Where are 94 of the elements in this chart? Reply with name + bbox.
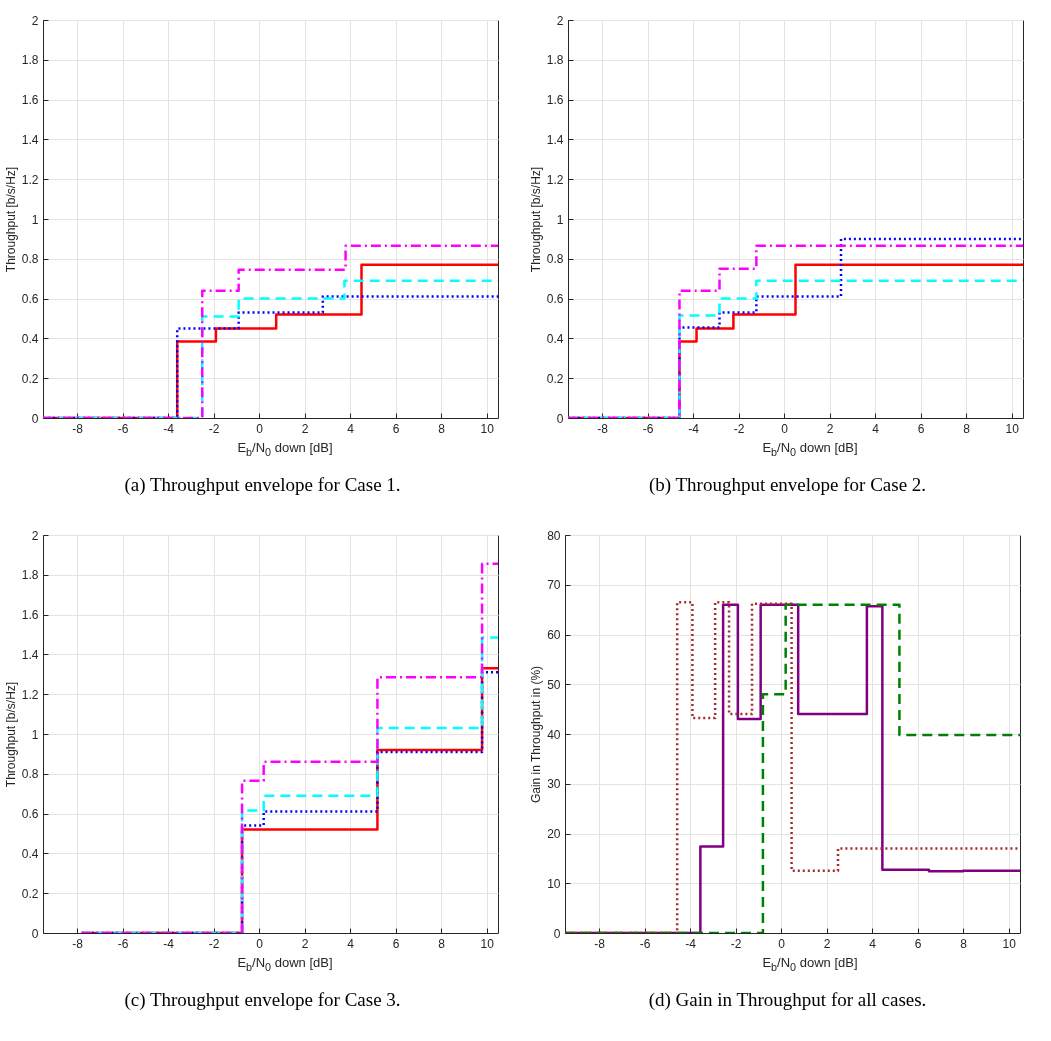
y-tick-label: 40 xyxy=(547,727,561,742)
x-tick-label: -8 xyxy=(594,936,606,951)
y-tick-label: 1.8 xyxy=(21,568,39,583)
x-tick-label: 8 xyxy=(963,421,971,436)
x-tick-label: -8 xyxy=(72,421,84,436)
x-tick-label: -4 xyxy=(688,421,700,436)
x-tick-label: 6 xyxy=(917,421,925,436)
x-tick-label: 10 xyxy=(480,421,495,436)
y-axis-title: Gain in Throughput in (%) xyxy=(529,665,544,804)
y-tick-label: 1.4 xyxy=(21,647,39,662)
x-tick-label: -6 xyxy=(642,421,654,436)
y-tick-label: 0.4 xyxy=(21,331,39,346)
y-tick-label: 50 xyxy=(547,677,561,692)
x-tick-label: 10 xyxy=(1005,421,1020,436)
x-tick-label: -8 xyxy=(72,936,84,951)
y-axis-title: Throughput [b/s/Hz] xyxy=(528,166,543,273)
x-tick-label: 6 xyxy=(392,421,400,436)
x-axis-title: E$_{b}$/N$_{0}$ down [dB] xyxy=(236,440,334,458)
x-tick-label: 10 xyxy=(1002,936,1017,951)
x-tick-label: 4 xyxy=(872,421,880,436)
x-tick-label: 8 xyxy=(438,421,446,436)
x-tick-label: 6 xyxy=(914,936,922,951)
y-tick-label: 70 xyxy=(547,578,561,593)
text: (d) Gain in Throughput for all cases. xyxy=(647,989,928,1011)
y-tick-label: 30 xyxy=(547,777,561,792)
y-tick-label: 0 xyxy=(31,926,39,941)
y-tick-label: 1.6 xyxy=(546,93,564,108)
y-tick-label: 10 xyxy=(547,876,561,891)
y-tick-label: 0 xyxy=(31,411,39,426)
y-tick-label: 1.2 xyxy=(21,687,39,702)
y-tick-label: 0.2 xyxy=(21,371,39,386)
y-axis-title: Throughput [b/s/Hz] xyxy=(3,681,18,788)
x-tick-label: -6 xyxy=(117,421,129,436)
y-tick-label: 1.8 xyxy=(546,53,564,68)
y-tick-label: 1.8 xyxy=(21,53,39,68)
x-tick-label: -8 xyxy=(597,421,609,436)
y-tick-label: 0.6 xyxy=(546,292,564,307)
x-tick-label: 0 xyxy=(256,421,264,436)
y-tick-label: 0.4 xyxy=(21,846,39,861)
x-tick-label: -6 xyxy=(639,936,651,951)
x-tick-label: -2 xyxy=(208,936,220,951)
x-tick-label: 4 xyxy=(347,936,355,951)
y-tick-label: 1.4 xyxy=(546,132,564,147)
x-tick-label: 0 xyxy=(256,936,264,951)
x-tick-label: 4 xyxy=(347,421,355,436)
y-tick-label: 1.6 xyxy=(21,608,39,623)
x-tick-label: 2 xyxy=(823,936,831,951)
x-axis-title: E$_{b}$/N$_{0}$ down [dB] xyxy=(761,440,859,458)
y-tick-label: 1.2 xyxy=(546,172,564,187)
x-tick-label: -2 xyxy=(730,936,742,951)
x-tick-label: -4 xyxy=(685,936,697,951)
text: (c) Throughput envelope for Case 3. xyxy=(123,989,402,1011)
y-tick-label: 1.2 xyxy=(21,172,39,187)
y-tick-label: 0.8 xyxy=(21,767,39,782)
y-tick-label: 2 xyxy=(31,13,39,28)
x-tick-label: 8 xyxy=(960,936,968,951)
y-tick-label: 0.6 xyxy=(21,807,39,822)
y-tick-label: 0.4 xyxy=(546,331,564,346)
x-axis-title: E$_{b}$/N$_{0}$ down [dB] xyxy=(236,955,334,973)
y-tick-label: 1.4 xyxy=(21,132,39,147)
y-tick-label: 0.2 xyxy=(546,371,564,386)
x-tick-label: -4 xyxy=(163,936,175,951)
y-tick-label: 1 xyxy=(556,212,564,227)
x-tick-label: -6 xyxy=(117,936,129,951)
x-tick-label: 0 xyxy=(778,936,786,951)
x-tick-label: 4 xyxy=(869,936,877,951)
x-tick-label: 0 xyxy=(781,421,789,436)
y-axis-title: Throughput [b/s/Hz] xyxy=(3,166,18,273)
y-tick-label: 0.8 xyxy=(21,252,39,267)
x-tick-label: 6 xyxy=(392,936,400,951)
y-tick-label: 20 xyxy=(547,827,561,841)
y-tick-label: 0.6 xyxy=(21,292,39,307)
y-tick-label: 1 xyxy=(31,212,39,227)
y-tick-label: 1.6 xyxy=(21,93,39,108)
x-axis-title: E$_{b}$/N$_{0}$ down [dB] xyxy=(761,955,859,973)
text: (a) Throughput envelope for Case 1. xyxy=(123,474,402,496)
x-tick-label: -4 xyxy=(163,421,175,436)
y-tick-label: 60 xyxy=(547,628,561,642)
x-tick-label: 10 xyxy=(480,936,495,951)
x-tick-label: 8 xyxy=(438,936,446,951)
x-tick-label: -2 xyxy=(208,421,220,436)
y-tick-label: 0 xyxy=(556,411,564,426)
y-tick-label: 80 xyxy=(547,528,561,543)
y-tick-label: 1 xyxy=(31,727,39,742)
x-tick-label: -2 xyxy=(733,421,745,436)
x-tick-label: 2 xyxy=(301,421,309,436)
y-tick-label: 0.2 xyxy=(21,886,39,901)
y-tick-label: 2 xyxy=(556,13,564,28)
text: (b) Throughput envelope for Case 2. xyxy=(647,474,928,496)
y-tick-label: 2 xyxy=(31,528,39,543)
x-tick-label: 2 xyxy=(301,936,309,951)
y-tick-label: 0.8 xyxy=(546,252,564,267)
y-tick-label: 0 xyxy=(553,926,561,941)
x-tick-label: 2 xyxy=(826,421,834,436)
